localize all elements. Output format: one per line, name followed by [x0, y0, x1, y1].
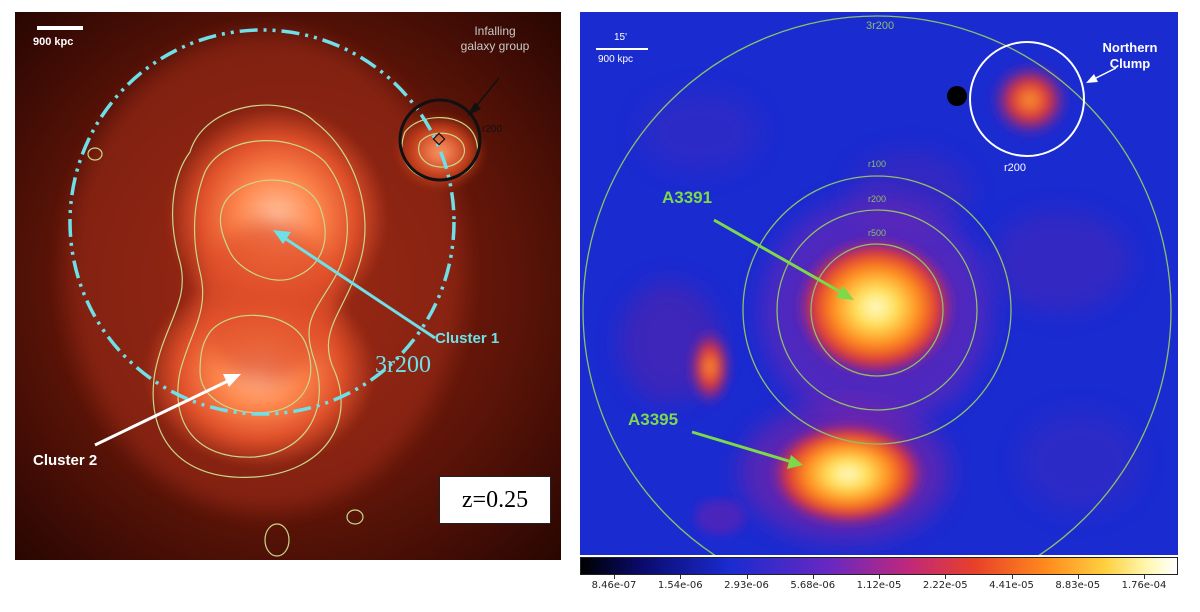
a3395-label: A3395 — [628, 410, 679, 429]
colorbar-tick-mark — [746, 575, 748, 579]
r100-label: r100 — [868, 159, 887, 169]
r200-label: r200 — [868, 194, 887, 204]
a3391-label: A3391 — [662, 188, 713, 207]
clump-r200-label: r200 — [1004, 162, 1027, 174]
colorbar-gradient — [581, 558, 1177, 574]
group-center-marker — [432, 132, 446, 146]
group-r200-circle — [398, 98, 482, 182]
colorbar-tick-label: 1.76e-04 — [1121, 580, 1167, 591]
group-arrow — [467, 77, 500, 116]
colorbar-tick-label: 1.12e-05 — [856, 580, 902, 591]
colorbar-tick-label: 4.41e-05 — [989, 580, 1034, 591]
colorbar-tick-label: 8.46e-07 — [591, 580, 637, 591]
clump-r200-circle — [969, 41, 1085, 157]
three-r200-circle — [68, 28, 456, 416]
scale-bar-label: 900 kpc — [33, 36, 74, 48]
colorbar-tick-mark — [680, 575, 682, 579]
group-r200-label: r200 — [482, 124, 503, 135]
r100-circle — [742, 175, 1012, 445]
simulation-image — [15, 12, 561, 560]
outer-3r200-circle — [582, 15, 1172, 555]
redshift-label: z=0.25 — [439, 476, 551, 524]
northern-clump-label: Northern Clump — [1090, 40, 1170, 72]
colorbar-tick-mark — [614, 575, 615, 579]
colorbar-tick-mark — [812, 575, 814, 579]
cluster1-label: Cluster 1 — [435, 330, 500, 347]
radius-circles — [582, 15, 1172, 555]
xray-image — [580, 12, 1178, 555]
colorbar-tick-mark — [945, 575, 947, 579]
simulation-image-panel: 900 kpc Infalling galaxy group r200 Clus… — [15, 12, 561, 560]
cluster2-arrow — [94, 374, 241, 447]
colorbar-tick-mark — [879, 575, 880, 579]
r500-label: r500 — [868, 228, 887, 238]
northern-clump-line1: Northern — [1102, 40, 1158, 55]
cluster1-arrow — [273, 230, 436, 340]
northern-clump-line2: Clump — [1109, 56, 1151, 71]
colorbar-tick-label: 2.22e-05 — [922, 580, 968, 591]
scale-bar — [37, 26, 83, 30]
a3391-arrow — [713, 218, 854, 300]
colorbar-tick-label: 5.68e-06 — [790, 580, 836, 591]
infalling-group-label-line1: Infalling — [474, 24, 516, 38]
colorbar-tick-mark — [1144, 575, 1145, 579]
infalling-group-label: Infalling galaxy group — [435, 24, 555, 54]
scale-bar-label: 900 kpc — [598, 54, 634, 65]
r500-circle — [810, 243, 944, 377]
colorbar-tick-label: 1.54e-06 — [657, 580, 703, 591]
scale-bar — [596, 48, 648, 50]
infalling-group-label-line2: galaxy group — [460, 39, 530, 53]
colorbar-tick-mark — [1011, 575, 1013, 579]
colorbar-tick-label: 2.93e-06 — [724, 580, 769, 591]
r200-circle — [776, 209, 978, 411]
cluster2-label: Cluster 2 — [33, 452, 98, 469]
colorbar-tick-label: 8.83e-05 — [1055, 580, 1101, 591]
colorbar-tick-mark — [1077, 575, 1079, 579]
scale-angle-label: 15' — [614, 32, 628, 43]
black-dot — [947, 86, 967, 106]
colorbar — [580, 557, 1178, 575]
northern-clump-arrow — [1086, 67, 1117, 83]
a3395-arrow — [691, 430, 803, 469]
outer-circle-label: 3r200 — [866, 20, 895, 32]
three-r200-label: 3r200 — [375, 352, 431, 378]
xray-image-panel: 15' 900 kpc 3r200 r100 r200 r500 r200 No… — [580, 12, 1178, 555]
density-contours — [87, 104, 479, 557]
